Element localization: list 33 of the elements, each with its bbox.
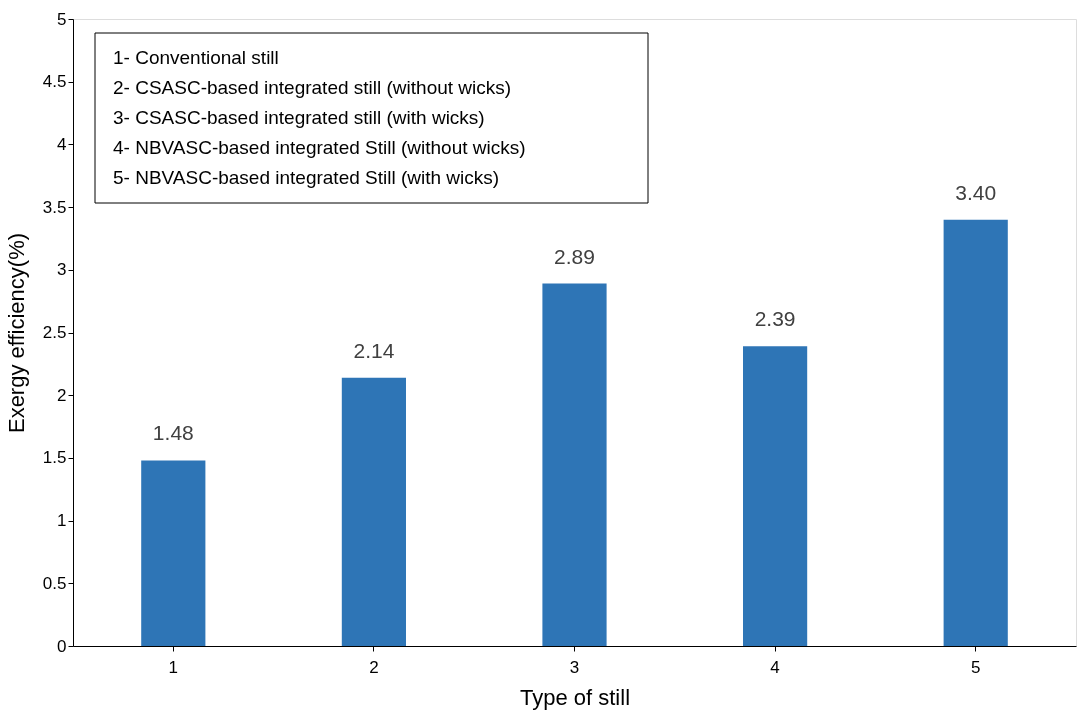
bar xyxy=(943,219,1008,646)
x-tick-label: 4 xyxy=(770,657,780,677)
y-tick-label: 2.5 xyxy=(42,323,67,342)
y-tick-label: 5 xyxy=(57,9,67,29)
y-tick-label: 4 xyxy=(57,134,67,154)
x-axis-title: Type of still xyxy=(519,684,631,710)
annotation: 4- NBVASC-based integrated Still (without wicks) xyxy=(113,137,526,158)
data-label: 3.40 xyxy=(955,180,997,204)
y-tick-label: 0.5 xyxy=(42,573,67,593)
bar xyxy=(341,377,406,646)
data-label: 2.14 xyxy=(353,338,395,362)
bar xyxy=(141,460,206,646)
annotation: 1- Conventional still xyxy=(113,47,279,68)
x-tick-label: 1 xyxy=(168,657,179,677)
annotation: 3- CSASC-based integrated still (with wicks) xyxy=(113,107,485,128)
y-tick-label: 2 xyxy=(57,385,67,405)
x-tick-label: 5 xyxy=(970,657,981,677)
y-tick-label: 1 xyxy=(57,511,67,531)
data-label: 1.48 xyxy=(152,421,194,445)
x-tick-label: 3 xyxy=(569,657,580,677)
annotation: 2- CSASC-based integrated still (without wicks) xyxy=(113,77,512,98)
y-tick-label: 0 xyxy=(57,636,67,656)
y-axis-title: Exergy efficiency(%) xyxy=(3,232,29,434)
data-label: 2.39 xyxy=(754,307,796,331)
data-label: 2.89 xyxy=(554,244,595,268)
y-tick-label: 3.5 xyxy=(42,197,67,217)
bar xyxy=(542,283,607,646)
y-tick-label: 4.5 xyxy=(42,72,67,92)
annotation: 5- NBVASC-based integrated Still (with wicks) xyxy=(113,167,500,188)
y-tick-label: 1.5 xyxy=(42,448,67,468)
bar xyxy=(743,346,808,646)
y-tick-label: 3 xyxy=(57,260,67,280)
x-tick-label: 2 xyxy=(369,657,379,677)
